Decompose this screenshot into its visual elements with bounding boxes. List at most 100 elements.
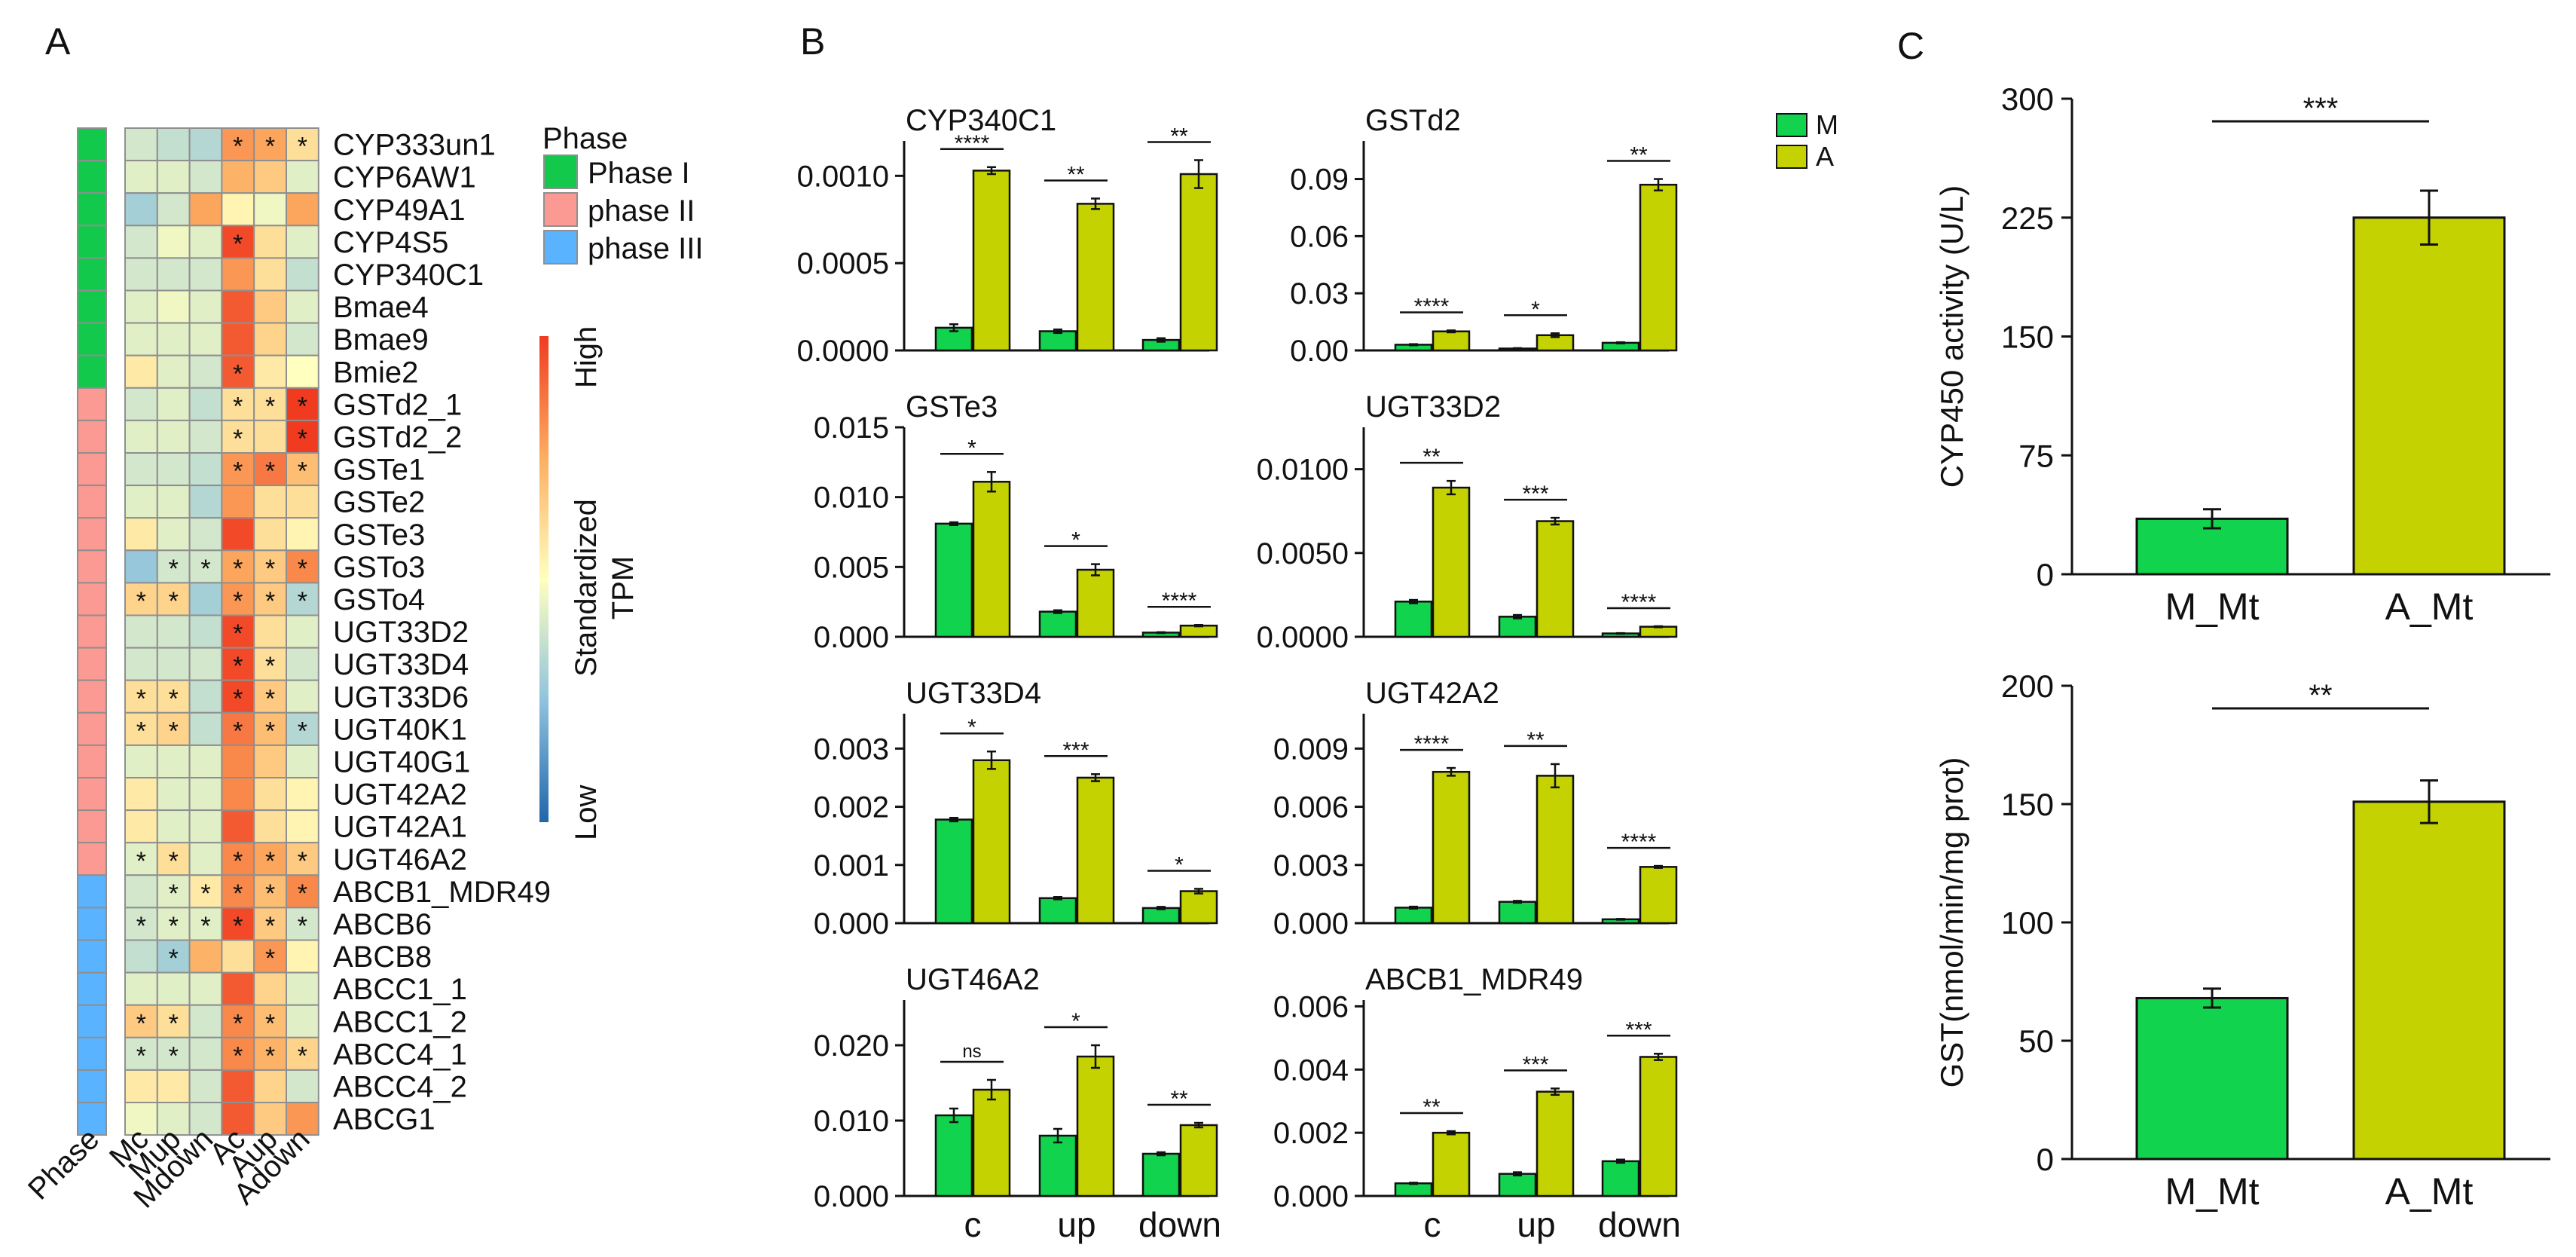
bar-ugt33d4-up-a xyxy=(1076,776,1115,925)
heatmap-cell-abcg1-ac xyxy=(221,1102,255,1136)
heatmap-cell-cyp340c1-mc xyxy=(124,257,158,292)
phase-cell-gstd2-2 xyxy=(77,419,107,454)
heatmap-star-gsto3-mup: * xyxy=(169,555,179,583)
heatmap-cell-ugt42a2-mup xyxy=(156,777,191,812)
sig-label-abcb1-mdr49-down: *** xyxy=(1625,1017,1652,1042)
heatmap-cell-gste2-adown xyxy=(286,485,319,519)
heatmap-cell-ugt33d2-mdown xyxy=(188,614,223,649)
heatmap-cell-cyp340c1-mup xyxy=(156,257,191,292)
y-tick-label-gstd2-0: 0.00 xyxy=(1290,335,1349,368)
legend-swatch-a xyxy=(1776,145,1807,169)
heatmap-cell-gstd2-2-mdown xyxy=(188,419,223,454)
gene-label-gstd2-2: GSTd2_2 xyxy=(333,421,462,454)
phase-cell-gste1 xyxy=(77,452,107,487)
heatmap-cell-abcg1-adown xyxy=(286,1102,319,1136)
gene-label-cyp4s5: CYP4S5 xyxy=(333,226,448,259)
heatmap-cell-cyp340c1-ac xyxy=(221,257,255,292)
panel-c-subplots: 0 75 150 225 300 CYP450 activity (U/L) M_Mt A_M… xyxy=(1934,81,2550,1213)
panel-label-c: C xyxy=(1897,25,1924,67)
legend-swatch-m xyxy=(1776,113,1807,137)
heatmap-cell-abcb8-aup xyxy=(253,939,288,974)
y-tick-label-ugt33d4-1: 0.001 xyxy=(814,849,889,882)
colorbar xyxy=(539,336,549,822)
y-tick-label-ugt33d2-1: 0.0050 xyxy=(1257,537,1349,570)
phase-cell-abcc1-1 xyxy=(77,971,107,1006)
gene-label-ugt33d6: UGT33D6 xyxy=(333,680,469,714)
sig-label-ugt42a2-down: **** xyxy=(1621,830,1657,855)
heatmap-cell-ugt40g1-mdown xyxy=(188,744,223,779)
bar-abcb1-mdr49-c-a xyxy=(1432,1131,1471,1197)
heatmap-cell-gste1-mdown xyxy=(188,452,223,487)
heatmap-star-abcb6-mc: * xyxy=(136,912,146,940)
heatmap-cell-gstd2-2-mc xyxy=(124,419,158,454)
heatmap-star-abcb8-mup: * xyxy=(169,944,179,973)
heatmap-star-gstd2-1-ac: * xyxy=(233,392,243,421)
sig-label-cyp340c1-down: ** xyxy=(1170,124,1188,148)
gene-label-bmae9: Bmae9 xyxy=(333,323,429,356)
column-label-phase: Phase xyxy=(22,1122,105,1206)
heatmap-cell-cyp6aw1-mup xyxy=(156,160,191,194)
bar-ugt46a2-down-m xyxy=(1141,1152,1181,1197)
subplot-title-abcb1-mdr49: ABCB1_MDR49 xyxy=(1365,963,1583,996)
heatmap-cell-cyp6aw1-adown xyxy=(286,160,319,194)
heatmap-cell-gste2-mdown xyxy=(188,485,223,519)
heatmap-cell-abcc4-2-adown xyxy=(286,1069,319,1104)
y-tick-label-ugt33d2-0: 0.0000 xyxy=(1257,621,1349,654)
heatmap-cell-abcc4-1-mdown xyxy=(188,1036,223,1071)
bar-c1-a-mt xyxy=(2352,216,2506,576)
heatmap-star-abcc1-2-ac: * xyxy=(233,1009,243,1038)
heatmap-star-ugt40k1-aup: * xyxy=(265,717,275,745)
bar-ugt42a2-c-m xyxy=(1394,907,1433,925)
y-tick-label-gstd2-3: 0.09 xyxy=(1290,164,1349,197)
heatmap-cell-ugt42a2-mdown xyxy=(188,777,223,812)
y-tick-label-abcb1-mdr49-1: 0.002 xyxy=(1273,1117,1349,1150)
gene-label-ugt46a2: UGT46A2 xyxy=(333,843,467,876)
heatmap-cell-cyp333un1-adown xyxy=(286,127,319,162)
bar-abcb1-mdr49-c-m xyxy=(1394,1182,1433,1197)
phase-cell-ugt33d4 xyxy=(77,647,107,681)
heatmap-cell-abcg1-aup xyxy=(253,1102,288,1136)
legend-swatch-phase-i xyxy=(543,154,578,189)
y-tick-label-cyp340c1-1: 0.0005 xyxy=(797,247,889,280)
bar-ugt42a2-down-a xyxy=(1639,866,1678,925)
subplot-ugt46a2: UGT46A2 0.000 0.010 0.020 ns c * up ** down xyxy=(814,963,1221,1244)
heatmap-cell-abcb1-mdr49-adown xyxy=(286,874,319,909)
colorbar-low-label: Low xyxy=(570,785,603,840)
bar-ugt33d4-up-m xyxy=(1038,897,1077,925)
heatmap-cell-gstd2-2-aup xyxy=(253,419,288,454)
heatmap-cell-abcb8-ac xyxy=(221,939,255,974)
subplot-title-ugt33d2: UGT33D2 xyxy=(1365,390,1501,424)
heatmap-cell-abcb6-ac xyxy=(221,907,255,941)
heatmap-cell-gste1-mup xyxy=(156,452,191,487)
heatmap-cell-abcc4-1-ac xyxy=(221,1036,255,1071)
heatmap-cell-abcg1-mdown xyxy=(188,1102,223,1136)
sig-label-ugt33d2-c: ** xyxy=(1422,445,1441,469)
heatmap-cell-ugt33d6-aup xyxy=(253,679,288,714)
heatmap-cell-gsto3-ac xyxy=(221,549,255,584)
heatmap-cell-abcb1-mdr49-aup xyxy=(253,874,288,909)
sig-label-ugt33d4-up: *** xyxy=(1062,738,1089,763)
gene-label-ugt42a1: UGT42A1 xyxy=(333,811,467,844)
bar-ugt42a2-up-a xyxy=(1536,775,1575,925)
heatmap-cell-ugt40g1-mc xyxy=(124,744,158,779)
panel-a-heatmap: A * * **** * ** ** * ** * * * ** * * * *** ** * * ** * * * ** * *… xyxy=(22,20,703,1215)
heatmap-star-abcb8-aup: * xyxy=(265,944,275,973)
bar-ugt33d2-c-a xyxy=(1432,486,1471,638)
heatmap-cell-abcc1-2-mdown xyxy=(188,1004,223,1038)
heatmap-star-ugt33d6-aup: * xyxy=(265,684,275,713)
phase-cell-gsto3 xyxy=(77,549,107,584)
gene-label-abcb1-mdr49: ABCB1_MDR49 xyxy=(333,876,551,909)
bar-abcb1-mdr49-down-a xyxy=(1639,1056,1678,1197)
x-label-c1-a-mt: A_Mt xyxy=(2385,586,2474,628)
phase-cell-abcc4-1 xyxy=(77,1036,107,1071)
heatmap-star-cyp333un1-aup: * xyxy=(265,133,275,161)
heatmap-cell-gste3-mc xyxy=(124,517,158,552)
gene-label-cyp340c1: CYP340C1 xyxy=(333,258,484,292)
y-tick-label-ugt33d2-2: 0.0100 xyxy=(1257,454,1349,487)
heatmap-cell-cyp340c1-aup xyxy=(253,257,288,292)
heatmap-cell-ugt42a2-aup xyxy=(253,777,288,812)
heatmap-cell-bmae4-aup xyxy=(253,289,288,324)
